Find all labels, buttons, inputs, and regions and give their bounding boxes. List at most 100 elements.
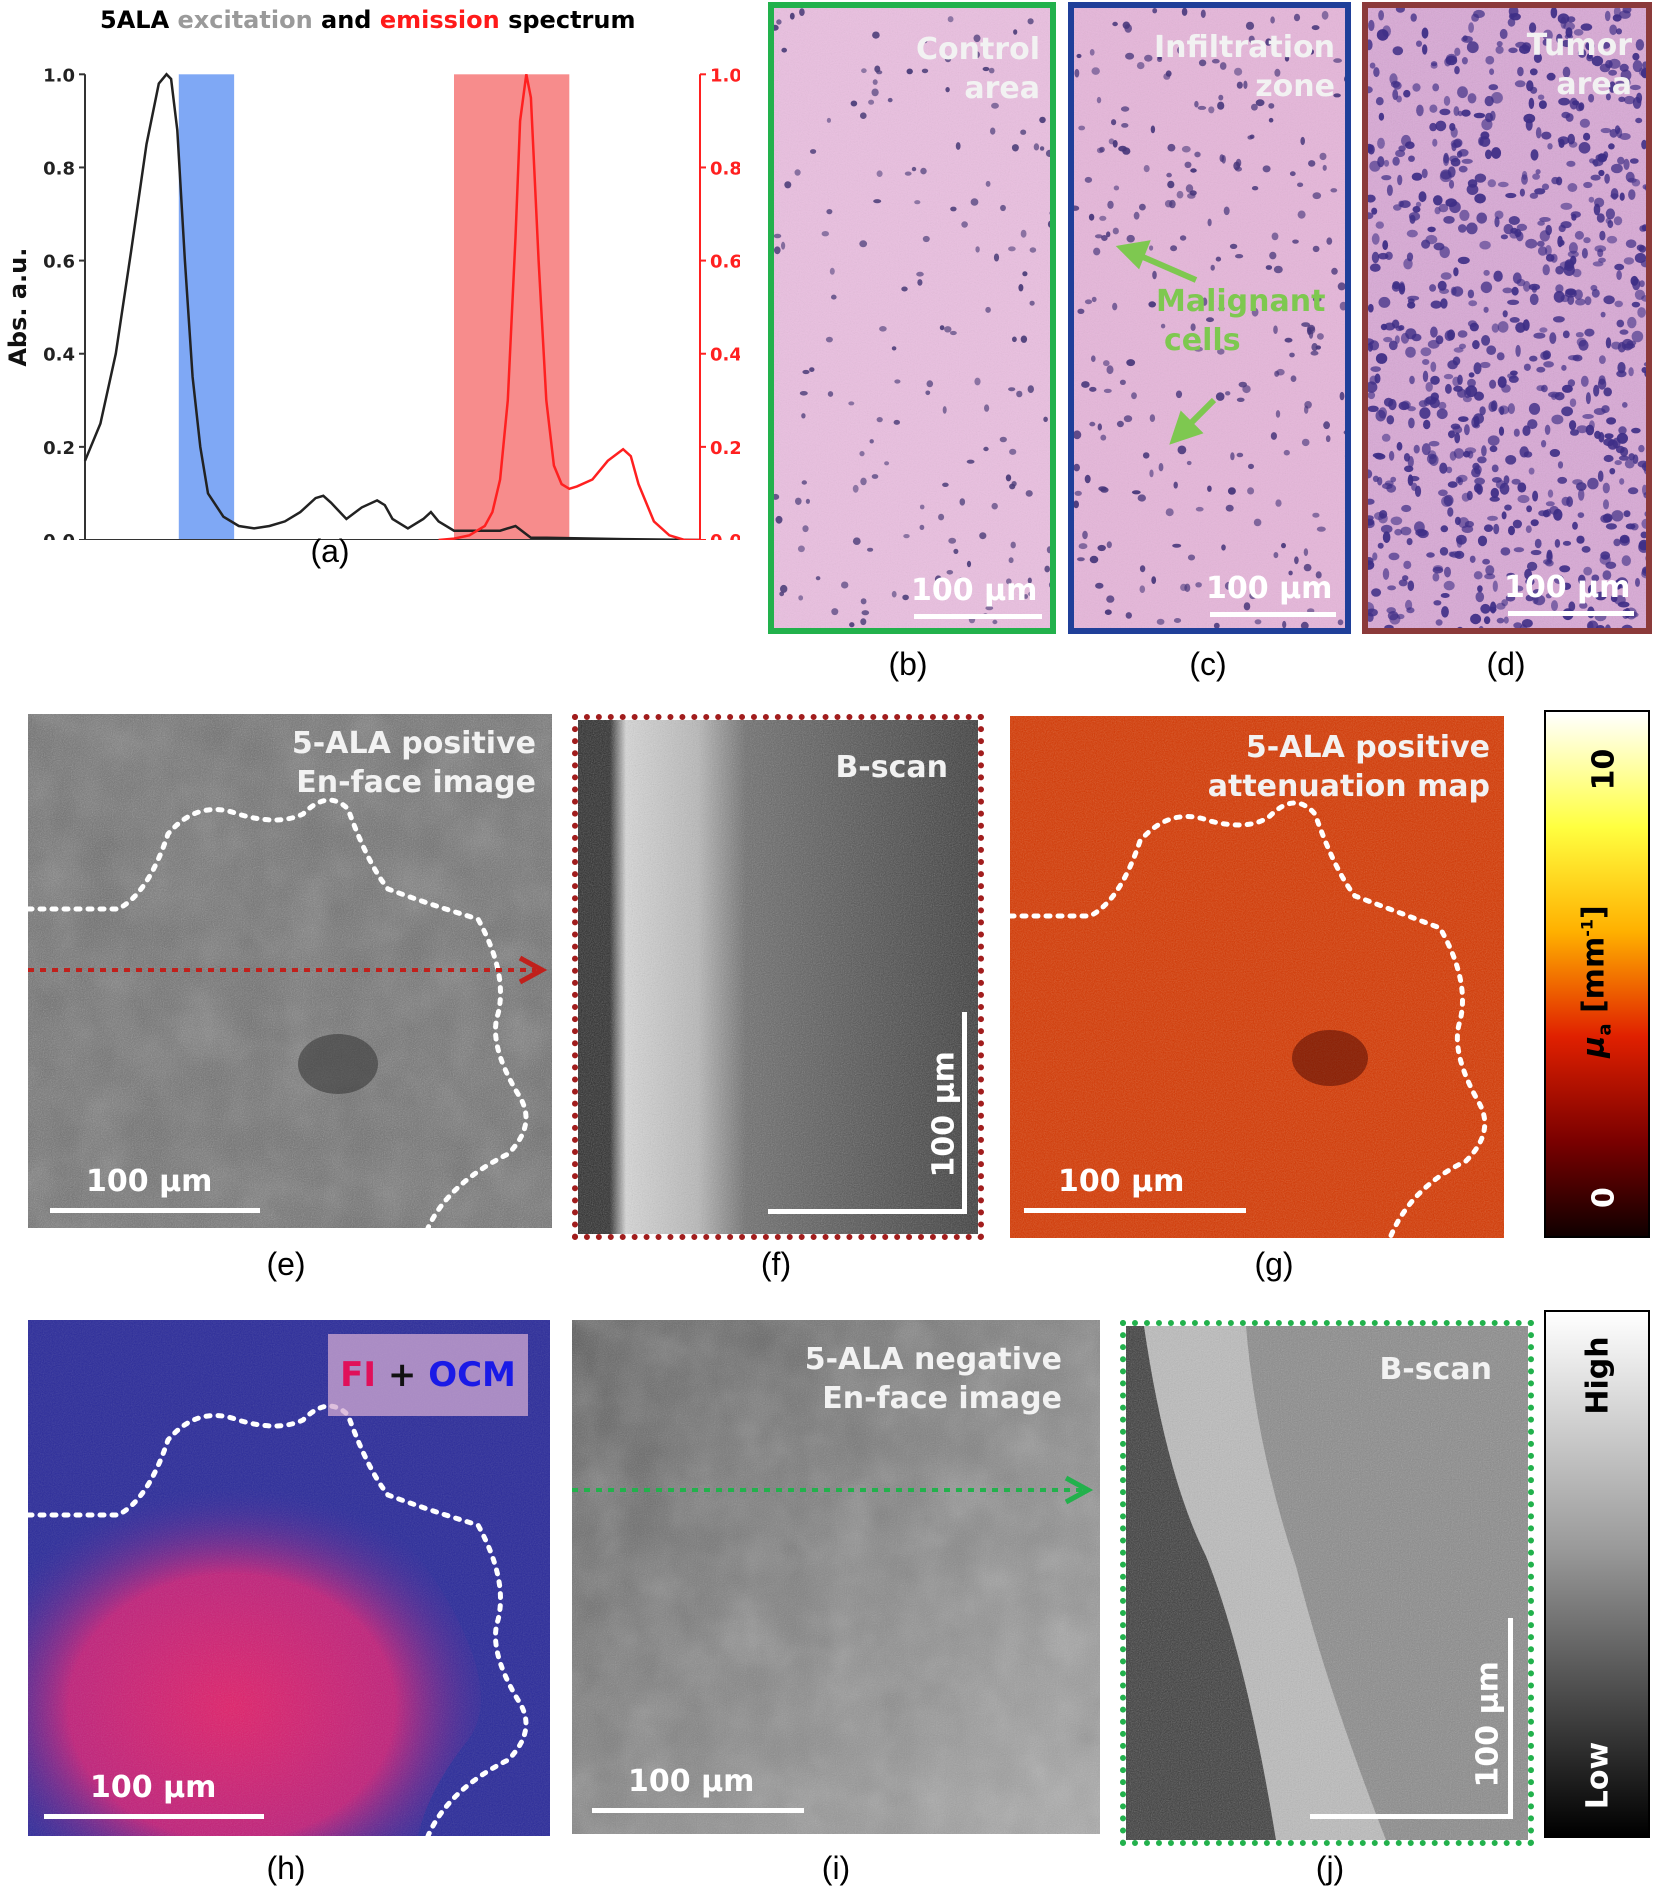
nucleus [876, 417, 883, 423]
nucleus [1443, 95, 1451, 106]
nucleus [1527, 419, 1538, 430]
nucleus [1489, 445, 1498, 453]
nucleus [1649, 179, 1652, 185]
nucleus [1269, 251, 1277, 260]
nucleus [860, 112, 867, 119]
nucleus [985, 606, 994, 611]
nucleus [1488, 401, 1497, 413]
nucleus [1000, 204, 1006, 212]
nucleus [1587, 621, 1594, 628]
nucleus [1421, 27, 1429, 39]
nucleus [1284, 55, 1290, 62]
nucleus [1152, 8, 1158, 14]
overlay-legend: FI + OCM [328, 1334, 528, 1416]
nucleus [1378, 296, 1391, 308]
nucleus [988, 67, 995, 74]
nucleus [979, 532, 987, 540]
nucleus [906, 68, 913, 75]
nucleus [1368, 560, 1375, 570]
nucleus [1565, 113, 1574, 122]
nucleus [1084, 474, 1091, 484]
nucleus [1491, 323, 1500, 333]
nucleus [1312, 633, 1319, 634]
nucleus [1089, 49, 1095, 56]
nucleus [1457, 626, 1463, 628]
nucleus [1333, 58, 1342, 63]
nucleus [1499, 28, 1508, 40]
nucleus [1603, 499, 1609, 510]
nucleus [1368, 391, 1376, 400]
nucleus [1312, 296, 1322, 303]
nucleus [1149, 414, 1156, 422]
nucleus [1368, 19, 1375, 32]
nucleus [984, 404, 990, 412]
nucleus [1311, 343, 1318, 352]
nucleus [1487, 435, 1500, 446]
nucleus [1453, 347, 1464, 353]
nucleus [1649, 93, 1652, 101]
nucleus [1195, 506, 1204, 512]
nucleus [1027, 385, 1034, 393]
nucleus [1480, 281, 1493, 294]
nucleus [1614, 263, 1625, 271]
nucleus [1177, 445, 1187, 455]
nucleus [1243, 80, 1248, 90]
nucleus [1479, 136, 1491, 147]
nucleus [1632, 60, 1643, 73]
nucleus [1369, 160, 1381, 172]
nucleus [1099, 215, 1107, 221]
nucleus [1519, 188, 1525, 197]
nucleus [1139, 585, 1146, 593]
nucleus [1557, 476, 1568, 484]
nucleus [1580, 23, 1593, 31]
nucleus [1112, 21, 1118, 27]
nucleus [809, 367, 815, 372]
nucleus [1504, 504, 1512, 511]
ytick-label-left-0: 0.0 [43, 531, 75, 540]
nucleus [1631, 427, 1641, 434]
nucleus [1084, 299, 1093, 305]
nucleus [1628, 453, 1635, 461]
nucleus [1217, 348, 1225, 355]
nucleus [1519, 446, 1529, 458]
nucleus [1606, 417, 1617, 425]
colorbar-label: μa [mm-1] [1577, 882, 1616, 1082]
nucleus [1473, 9, 1485, 19]
nucleus [1534, 188, 1546, 195]
nucleus [993, 253, 1000, 262]
nucleus [1248, 463, 1254, 470]
nucleus [1544, 424, 1551, 435]
oct-texture [572, 1320, 1100, 1834]
nucleus [1491, 147, 1502, 159]
nucleus [1043, 416, 1048, 422]
nucleus [1215, 392, 1225, 401]
label-e: (e) [266, 1246, 306, 1282]
nucleus [1312, 245, 1320, 253]
nucleus [1613, 538, 1621, 547]
nucleus [1497, 321, 1509, 333]
scale-bar-j-vertical [1508, 1618, 1513, 1818]
nucleus [1617, 362, 1626, 374]
nucleus [1300, 621, 1309, 628]
tumor-boundary [1010, 800, 1488, 1238]
nucleus [1375, 97, 1384, 106]
nucleus [1190, 323, 1196, 332]
nucleus [1489, 606, 1497, 613]
nucleus [1294, 556, 1299, 565]
nucleus [1532, 595, 1539, 605]
nucleus [805, 498, 810, 504]
nucleus [1590, 284, 1598, 292]
nucleus [1616, 370, 1627, 378]
mu-subscript: a [1594, 1023, 1616, 1036]
attenuation-title: 5-ALA positive attenuation map [1070, 728, 1490, 806]
nucleus [1398, 200, 1404, 207]
nucleus [780, 584, 788, 593]
nucleus [1560, 221, 1572, 229]
ytick-label-right-0: 0.0 [710, 531, 740, 540]
nucleus [1614, 595, 1626, 605]
nucleus [950, 330, 957, 336]
nucleus [1594, 197, 1605, 208]
nucleus [1448, 179, 1455, 189]
nucleus [1631, 178, 1641, 187]
nucleus [1484, 573, 1496, 580]
